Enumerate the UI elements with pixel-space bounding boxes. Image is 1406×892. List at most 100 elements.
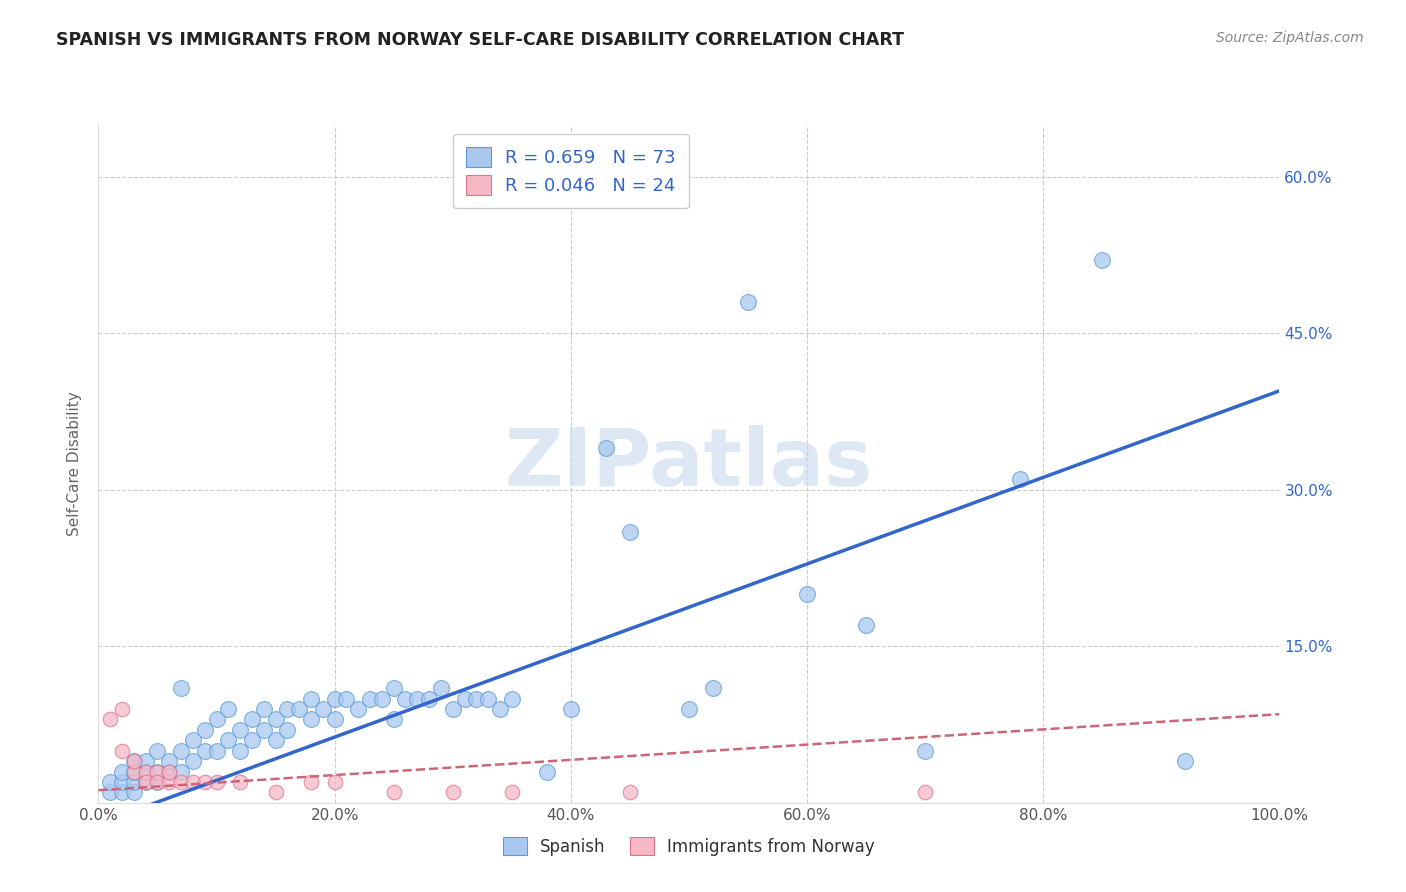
Point [264, 733, 287, 747]
Point [122, 785, 145, 799]
Point [276, 702, 298, 716]
Point [205, 775, 228, 789]
Point [312, 702, 335, 716]
Point [217, 702, 239, 716]
Point [335, 691, 357, 706]
Y-axis label: Self-Care Disability: Self-Care Disability [67, 392, 83, 536]
Point [288, 702, 311, 716]
Point [194, 723, 217, 737]
Point [418, 691, 440, 706]
Point [181, 775, 204, 789]
Point [122, 764, 145, 779]
Point [465, 691, 488, 706]
Point [406, 691, 429, 706]
Point [264, 785, 287, 799]
Point [264, 712, 287, 726]
Point [371, 691, 394, 706]
Point [1008, 473, 1031, 487]
Point [122, 775, 145, 789]
Point [441, 702, 464, 716]
Point [394, 691, 416, 706]
Point [98, 712, 121, 726]
Point [157, 764, 180, 779]
Point [1174, 754, 1197, 768]
Point [122, 754, 145, 768]
Point [619, 785, 641, 799]
Point [157, 775, 180, 789]
Point [170, 764, 193, 779]
Point [111, 744, 134, 758]
Point [253, 723, 276, 737]
Point [253, 702, 276, 716]
Point [194, 775, 217, 789]
Point [146, 744, 169, 758]
Point [170, 681, 193, 695]
Point [536, 764, 558, 779]
Point [619, 524, 641, 539]
Text: Source: ZipAtlas.com: Source: ZipAtlas.com [1216, 31, 1364, 45]
Point [1091, 253, 1114, 268]
Point [170, 775, 193, 789]
Point [205, 712, 228, 726]
Point [359, 691, 381, 706]
Point [560, 702, 582, 716]
Point [299, 691, 322, 706]
Point [194, 744, 217, 758]
Point [181, 754, 204, 768]
Point [98, 785, 121, 799]
Point [111, 702, 134, 716]
Point [855, 618, 877, 632]
Point [453, 691, 475, 706]
Legend: Spanish, Immigrants from Norway: Spanish, Immigrants from Norway [496, 830, 882, 863]
Point [501, 785, 523, 799]
Point [135, 754, 157, 768]
Text: SPANISH VS IMMIGRANTS FROM NORWAY SELF-CARE DISABILITY CORRELATION CHART: SPANISH VS IMMIGRANTS FROM NORWAY SELF-C… [56, 31, 904, 49]
Point [914, 785, 936, 799]
Point [323, 775, 346, 789]
Point [430, 681, 453, 695]
Point [489, 702, 512, 716]
Point [157, 764, 180, 779]
Point [135, 775, 157, 789]
Point [229, 775, 252, 789]
Point [595, 441, 617, 455]
Point [181, 733, 204, 747]
Point [240, 733, 263, 747]
Point [146, 775, 169, 789]
Point [323, 712, 346, 726]
Point [146, 764, 169, 779]
Point [323, 691, 346, 706]
Point [737, 295, 759, 310]
Point [796, 587, 818, 601]
Point [477, 691, 499, 706]
Point [382, 712, 405, 726]
Point [170, 744, 193, 758]
Point [157, 754, 180, 768]
Point [111, 764, 134, 779]
Text: ZIPatlas: ZIPatlas [505, 425, 873, 503]
Point [146, 775, 169, 789]
Point [441, 785, 464, 799]
Point [276, 723, 298, 737]
Point [111, 785, 134, 799]
Point [205, 744, 228, 758]
Point [146, 764, 169, 779]
Point [382, 785, 405, 799]
Point [347, 702, 370, 716]
Point [135, 764, 157, 779]
Point [135, 775, 157, 789]
Point [501, 691, 523, 706]
Point [240, 712, 263, 726]
Point [702, 681, 724, 695]
Point [299, 775, 322, 789]
Point [382, 681, 405, 695]
Point [217, 733, 239, 747]
Point [229, 744, 252, 758]
Point [111, 775, 134, 789]
Point [122, 754, 145, 768]
Point [678, 702, 700, 716]
Point [229, 723, 252, 737]
Point [98, 775, 121, 789]
Point [135, 764, 157, 779]
Point [122, 764, 145, 779]
